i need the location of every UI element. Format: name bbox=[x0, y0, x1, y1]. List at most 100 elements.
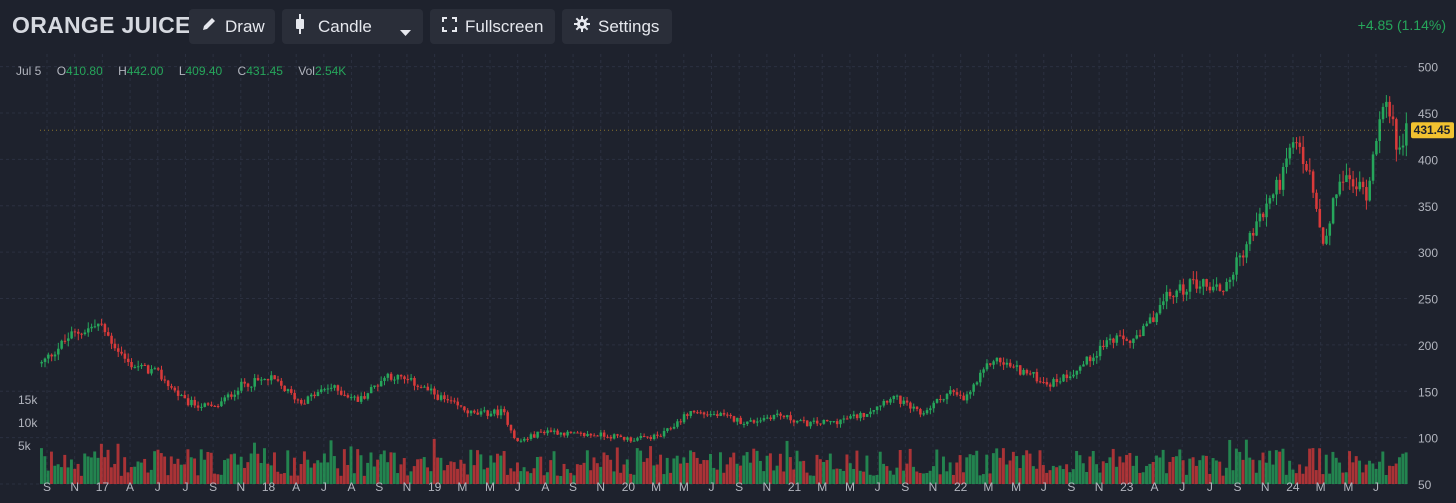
volume-bar bbox=[489, 455, 493, 484]
time-tick-label: A bbox=[348, 480, 356, 494]
volume-bar bbox=[1178, 449, 1182, 484]
volume-bar bbox=[1091, 450, 1095, 484]
candle-body bbox=[642, 435, 646, 437]
candle-body bbox=[349, 397, 353, 399]
volume-bar bbox=[476, 450, 479, 484]
candle-body bbox=[649, 436, 653, 439]
candle-body bbox=[1082, 364, 1085, 367]
volume-bar bbox=[1065, 464, 1069, 484]
volume-bar bbox=[49, 451, 53, 484]
candle-body bbox=[1395, 119, 1398, 150]
volume-bar bbox=[69, 459, 73, 484]
candle-body bbox=[389, 373, 393, 380]
candle-body bbox=[822, 419, 826, 424]
volume-bar bbox=[143, 458, 147, 484]
volume-bar bbox=[296, 475, 300, 484]
candle-body bbox=[1145, 323, 1148, 326]
volume-bar bbox=[186, 449, 190, 484]
draw-button[interactable]: Draw bbox=[189, 9, 275, 44]
volume-bar bbox=[1384, 474, 1388, 484]
volume-bar bbox=[329, 440, 333, 484]
volume-bar bbox=[439, 457, 443, 484]
candlestick-chart[interactable]: 50 100 150 200 250 300 350 400 450 500 15k 10k 5k S… bbox=[0, 54, 1456, 503]
volume-bar bbox=[1111, 448, 1115, 484]
volume-bar bbox=[302, 451, 306, 484]
volume-bar bbox=[612, 471, 616, 484]
candle-body bbox=[1381, 106, 1385, 120]
volume-bar bbox=[722, 472, 726, 484]
volume-bar bbox=[279, 473, 283, 484]
candle-body bbox=[1318, 208, 1322, 228]
candle-body bbox=[549, 430, 553, 432]
candle-body bbox=[323, 389, 326, 391]
candle-body bbox=[1025, 369, 1029, 374]
volume-bar bbox=[782, 471, 786, 484]
candle-body bbox=[942, 399, 945, 401]
candle-body bbox=[453, 400, 456, 402]
volume-bar bbox=[848, 463, 852, 484]
candle-body bbox=[596, 435, 599, 437]
candle-body bbox=[1385, 101, 1388, 107]
candle-body bbox=[47, 354, 50, 359]
candle-body bbox=[156, 368, 160, 370]
candle-body bbox=[1058, 381, 1062, 383]
volume-bar bbox=[1081, 463, 1085, 484]
volume-bar bbox=[312, 463, 316, 484]
volume-bar bbox=[1031, 466, 1035, 484]
volume-bar bbox=[56, 464, 60, 484]
volume-label: Vol bbox=[298, 64, 315, 78]
volume-bar bbox=[233, 453, 236, 484]
candle-body bbox=[629, 437, 633, 442]
candle-body bbox=[499, 409, 503, 416]
settings-button[interactable]: Settings bbox=[562, 9, 672, 44]
volume-bar bbox=[486, 467, 489, 484]
candle-body bbox=[789, 415, 792, 421]
candle-body bbox=[792, 420, 796, 423]
candle-body bbox=[226, 394, 230, 398]
volume-bar bbox=[748, 462, 752, 484]
time-tick-label: J bbox=[182, 480, 188, 494]
candle-body bbox=[376, 385, 380, 387]
volume-bar bbox=[709, 453, 712, 484]
candle-body bbox=[296, 399, 300, 401]
volume-bar bbox=[106, 449, 110, 484]
candle-body bbox=[80, 333, 83, 335]
candle-body bbox=[636, 438, 639, 441]
time-tick-label: 19 bbox=[428, 480, 442, 494]
volume-bar bbox=[73, 468, 77, 484]
volume-bar bbox=[326, 462, 330, 484]
volume-bar bbox=[93, 451, 97, 484]
volume-bar bbox=[702, 460, 706, 484]
candle-body bbox=[732, 416, 736, 422]
volume-bar bbox=[775, 465, 779, 484]
candle-body bbox=[879, 405, 882, 407]
volume-bar bbox=[1294, 473, 1298, 484]
chart-type-dropdown[interactable]: Candle bbox=[282, 9, 423, 44]
candle-body bbox=[113, 343, 117, 349]
volume-bar bbox=[1165, 473, 1168, 484]
volume-bar bbox=[705, 460, 709, 484]
candle-body bbox=[815, 420, 819, 424]
candle-body bbox=[606, 436, 609, 438]
volume-bar bbox=[1001, 448, 1005, 484]
candle-body bbox=[210, 404, 213, 406]
candle-body bbox=[413, 378, 416, 386]
volume-bar bbox=[1254, 472, 1258, 484]
volume-bar bbox=[309, 467, 313, 484]
volume-bar bbox=[632, 474, 636, 484]
candle-body bbox=[456, 401, 459, 406]
fullscreen-button[interactable]: Fullscreen bbox=[430, 9, 555, 44]
volume-bar bbox=[1115, 466, 1119, 484]
candle-body bbox=[959, 394, 962, 396]
volume-bar bbox=[808, 475, 812, 484]
volume-bar bbox=[432, 438, 436, 484]
volume-bar bbox=[988, 473, 992, 484]
time-tick-label: 22 bbox=[954, 480, 968, 494]
volume-bar bbox=[103, 457, 107, 484]
candle-body bbox=[736, 417, 739, 422]
volume-bar bbox=[692, 452, 696, 484]
candle-body bbox=[576, 432, 579, 434]
volume-bar bbox=[1334, 457, 1338, 484]
volume-bar bbox=[116, 443, 120, 484]
time-tick-label: 18 bbox=[262, 480, 276, 494]
